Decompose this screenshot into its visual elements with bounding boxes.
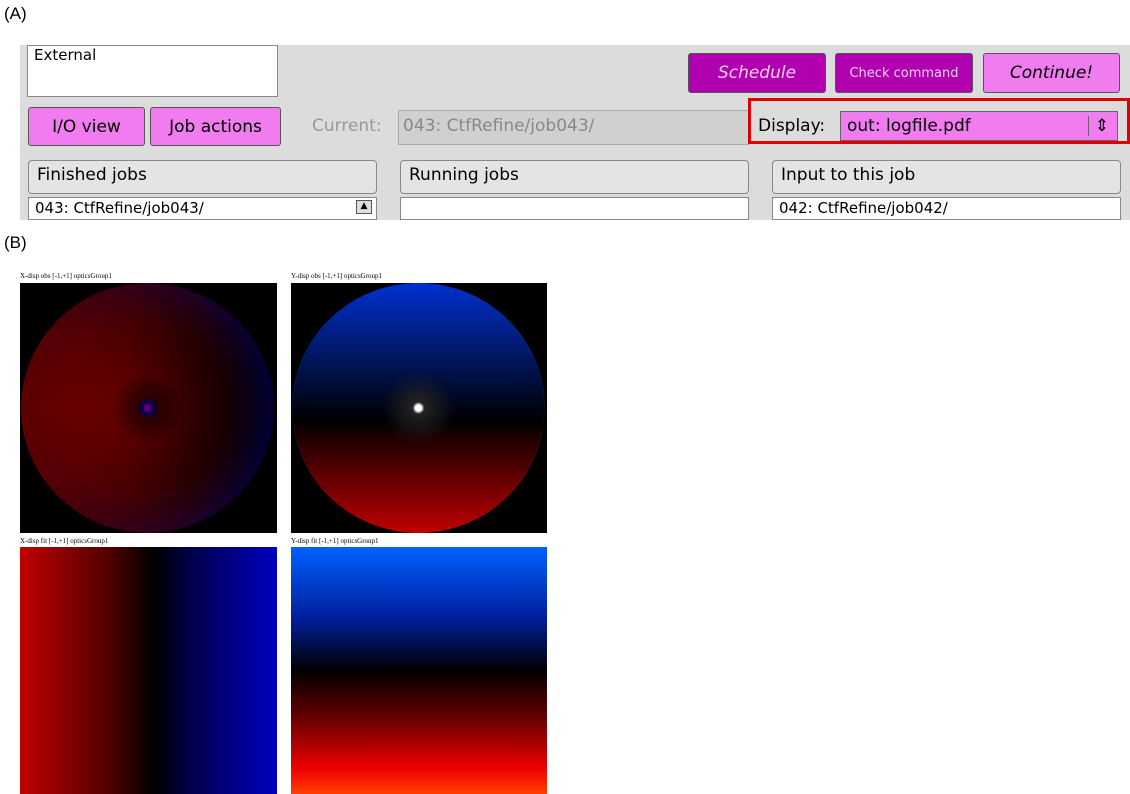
- plot-image: [291, 547, 547, 794]
- plot-caption: Y-disp fit [-1,+1] opticsGroup1: [291, 537, 379, 545]
- job-list: 042: CtfRefine/job042/: [772, 197, 1121, 220]
- panel-label: (A): [4, 4, 27, 23]
- panel-label: (B): [4, 233, 27, 252]
- display-label: Display:: [758, 116, 826, 136]
- highlight-box: [748, 98, 1130, 144]
- job-item[interactable]: 043: CtfRefine/job043/: [35, 199, 204, 217]
- process-item[interactable]: External: [34, 46, 97, 64]
- list-header: Running jobs: [400, 160, 749, 194]
- check-command-button[interactable]: Check command: [835, 53, 973, 93]
- job-list: [400, 197, 749, 220]
- list-header: Finished jobs: [28, 160, 377, 194]
- io-view-button[interactable]: I/O view: [28, 107, 145, 146]
- dropdown-arrow: ⇕: [1087, 116, 1109, 136]
- display-dropdown[interactable]: out: logfile.pdf ⇕: [840, 111, 1118, 141]
- continue-button[interactable]: Continue!: [983, 53, 1120, 93]
- plot-caption: X-disp fit [-1,+1] opticsGroup1: [20, 537, 109, 545]
- current-field: 043: CtfRefine/job043/: [398, 110, 750, 145]
- current-label: Current:: [312, 116, 382, 136]
- job-list: 043: CtfRefine/job043/: [28, 197, 377, 220]
- list-header: Input to this job: [772, 160, 1121, 194]
- plot-image: [291, 283, 547, 533]
- plot-image: [20, 547, 277, 794]
- dropdown-value: out: logfile.pdf: [847, 116, 971, 136]
- process-list: External: [27, 45, 278, 97]
- plot-caption: Y-disp obs [-1,+1] opticsGroup1: [291, 272, 383, 280]
- plot-image: [20, 283, 277, 533]
- schedule-button[interactable]: Schedule: [688, 53, 826, 93]
- job-item[interactable]: 042: CtfRefine/job042/: [779, 199, 948, 217]
- scroll-arrow[interactable]: ▲: [356, 200, 372, 214]
- job-actions-button[interactable]: Job actions: [150, 107, 281, 146]
- plot-caption: X-disp obs [-1,+1] opticsGroup1: [20, 272, 112, 280]
